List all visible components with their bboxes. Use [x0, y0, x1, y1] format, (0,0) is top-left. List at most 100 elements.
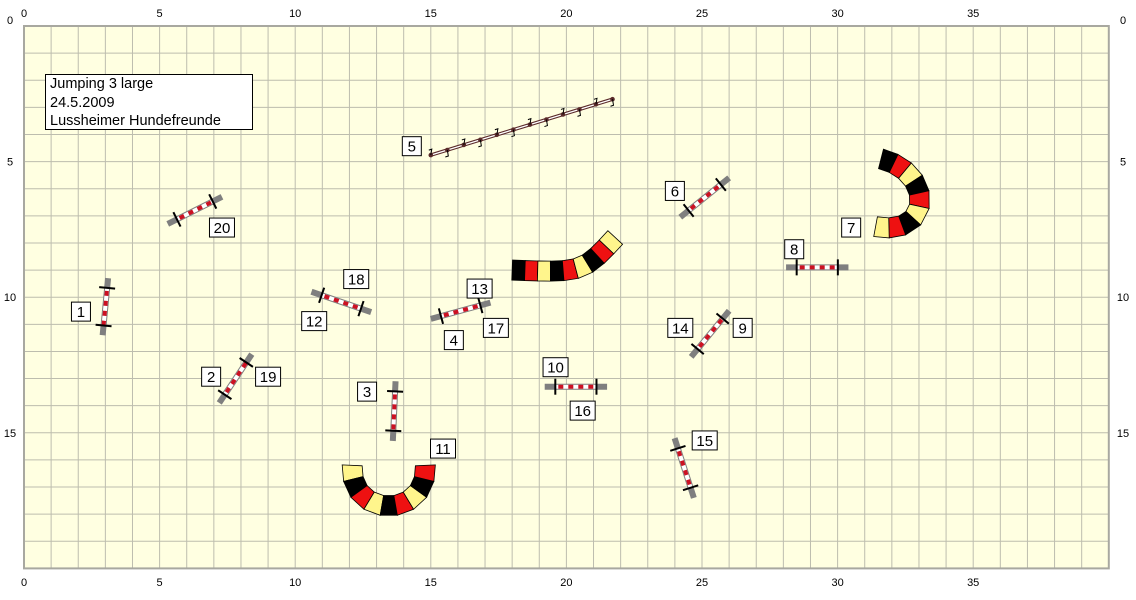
- x-tick-label-top: 10: [289, 8, 301, 20]
- weave-pole-foot: [577, 109, 582, 117]
- obstacle-number-13: 13: [466, 278, 493, 299]
- jump-wing: [239, 357, 254, 368]
- jump-bar-stripes: [320, 293, 362, 311]
- weave-pole-foot: [544, 119, 548, 128]
- weave-pole-foot: [511, 129, 515, 138]
- course-club: Lussheimer Hundefreunde: [50, 113, 221, 129]
- weave-pole-foot: [494, 128, 499, 135]
- number-text: 12: [306, 314, 323, 331]
- jump-wing: [690, 343, 705, 355]
- x-tick-label-top: 35: [967, 8, 979, 20]
- tunnel-segment: [598, 230, 624, 255]
- x-tick-label-bottom: 25: [696, 577, 708, 589]
- number-text: 6: [671, 183, 679, 200]
- jump-wing: [387, 390, 404, 393]
- y-tick-label-left: 0: [7, 15, 13, 27]
- jump-wing: [715, 177, 727, 192]
- x-tick-label-top: 25: [696, 8, 708, 20]
- x-tick-label-top: 0: [21, 8, 27, 20]
- number-text: 15: [696, 433, 713, 450]
- tunnel-segment: [511, 259, 526, 281]
- jump-wing: [437, 308, 445, 325]
- tunnel-13: [511, 230, 624, 282]
- number-box: [667, 317, 694, 338]
- number-box: [208, 217, 235, 238]
- number-box: [255, 366, 282, 387]
- jump-wing: [682, 203, 695, 218]
- jump-wing: [669, 444, 686, 452]
- y-tick-label-right: 10: [1117, 292, 1129, 304]
- jump-1: [95, 277, 116, 336]
- y-tick-label-left: 5: [7, 157, 13, 169]
- x-tick-label-bottom: 30: [831, 577, 843, 589]
- jump-wing: [477, 297, 484, 314]
- number-box: [401, 136, 422, 157]
- number-box: [784, 239, 805, 260]
- jump-bar-stripes: [687, 182, 723, 213]
- number-text: 1: [77, 304, 85, 321]
- jump-bar-stripes: [440, 303, 481, 319]
- jump-6: [678, 175, 732, 220]
- number-text: 14: [672, 320, 689, 337]
- obstacle-number-20: 20: [208, 217, 235, 238]
- x-tick-label-top: 5: [157, 8, 163, 20]
- y-tick-label-left: 15: [4, 428, 16, 440]
- number-text: 5: [408, 139, 416, 156]
- weave-pole: [544, 117, 549, 122]
- tunnel-segment: [536, 260, 551, 282]
- obstacle-number-10: 10: [542, 357, 569, 378]
- weave-pole-foot: [445, 149, 449, 158]
- y-tick-label-right: 0: [1120, 15, 1126, 27]
- course-info-box: Jumping 3 large 24.5.2009 Lussheimer Hun…: [45, 74, 253, 130]
- obstacle-number-15: 15: [691, 430, 718, 451]
- obstacle-number-5: 5: [401, 136, 422, 157]
- jump-wing: [217, 389, 233, 400]
- weave-pole-foot: [593, 97, 598, 105]
- jump-2-19: [216, 352, 255, 405]
- weave-pole: [577, 107, 582, 112]
- field-border: [23, 25, 1110, 570]
- tunnel-segment: [549, 260, 565, 282]
- number-box: [443, 330, 464, 351]
- jump-8: [786, 259, 849, 276]
- tunnel-7: [873, 148, 930, 239]
- jump-wing: [682, 484, 699, 492]
- number-text: 18: [348, 272, 365, 289]
- jump-wing: [715, 312, 730, 325]
- x-tick-label-bottom: 20: [560, 577, 572, 589]
- number-text: 17: [488, 320, 505, 337]
- tunnel-segment: [414, 464, 436, 482]
- number-text: 2: [207, 369, 215, 386]
- jump-4-17: [430, 297, 492, 325]
- number-box: [466, 278, 493, 299]
- y-tick-label-right: 5: [1120, 157, 1126, 169]
- number-text: 9: [739, 320, 747, 337]
- number-text: 10: [547, 360, 564, 377]
- jump-15: [669, 437, 699, 499]
- jump-bar-stripes: [391, 391, 398, 431]
- jump-3: [385, 381, 404, 442]
- y-tick-label-left: 10: [4, 292, 16, 304]
- jump-20: [166, 193, 224, 227]
- jump-wing: [357, 300, 365, 317]
- x-tick-label-bottom: 15: [425, 577, 437, 589]
- obstacle-number-11: 11: [430, 438, 457, 459]
- x-tick-label-bottom: 35: [967, 577, 979, 589]
- jump-bar-stripes: [696, 317, 725, 351]
- obstacle-number-8: 8: [784, 239, 805, 260]
- weave-pole-foot: [527, 117, 532, 125]
- jump-bar-stripes: [675, 447, 693, 489]
- number-box: [569, 400, 596, 421]
- number-text: 7: [847, 220, 855, 237]
- number-text: 8: [790, 242, 798, 259]
- obstacle-number-7: 7: [841, 217, 862, 238]
- x-tick-label-top: 30: [831, 8, 843, 20]
- jump-wing: [318, 287, 326, 304]
- weave-poles-5: [428, 96, 615, 158]
- x-tick-label-bottom: 10: [289, 577, 301, 589]
- number-text: 11: [435, 441, 451, 458]
- jump-10-16: [544, 378, 608, 395]
- obstacle-number-3: 3: [357, 381, 378, 402]
- x-tick-label-top: 15: [425, 8, 437, 20]
- obstacle-number-17: 17: [482, 317, 509, 338]
